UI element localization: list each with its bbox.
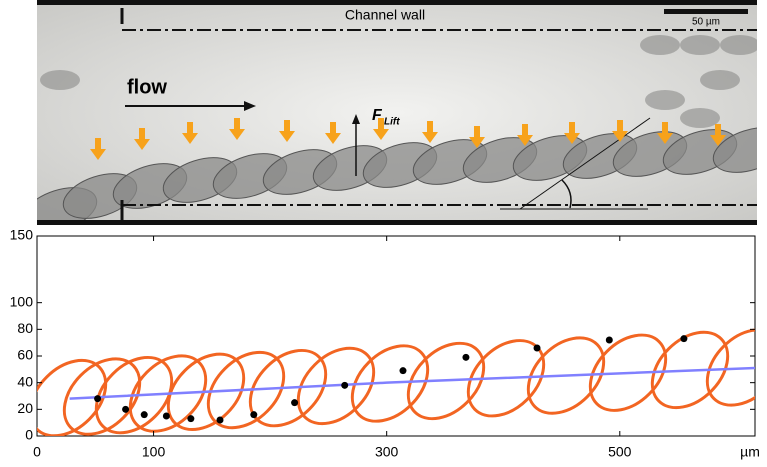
data-point [162, 412, 170, 420]
lift-arrow-head [657, 133, 673, 144]
wall-top [37, 0, 757, 5]
x-axis-label: µm [740, 444, 760, 460]
droplet-outline [588, 333, 668, 412]
lift-arrow [330, 122, 336, 134]
droplet-outline [248, 348, 328, 428]
droplet-outline [650, 330, 730, 410]
angle-arc [561, 179, 572, 209]
lift-arrow-head [564, 133, 580, 144]
scale-bar [664, 9, 748, 14]
droplet-outline [94, 355, 174, 435]
droplet [680, 108, 720, 128]
wall-bottom [37, 220, 757, 225]
y-tick-label: 60 [17, 347, 33, 363]
lift-arrow-head [373, 129, 389, 140]
flow-arrow-head [244, 101, 256, 111]
data-point [94, 395, 102, 403]
droplet-outline [62, 357, 142, 436]
micrograph: Channel wall 50 µm flow F Lift [37, 0, 757, 225]
lift-arrow-head [134, 139, 150, 150]
droplet-outline [406, 341, 486, 421]
lift-arrow [427, 121, 433, 133]
data-point [140, 411, 148, 419]
force-subscript: Lift [384, 117, 400, 128]
y-tick-label: 80 [17, 320, 33, 336]
data-point [533, 344, 541, 352]
lift-arrow [522, 124, 528, 136]
lift-arrow [474, 126, 480, 138]
data-point [291, 399, 299, 407]
data-point [605, 336, 613, 344]
lift-arrow [617, 120, 623, 132]
droplets [37, 35, 757, 225]
y-tick-label: 0 [25, 427, 33, 443]
lift-arrow [139, 128, 145, 140]
lift-arrow-head [90, 149, 106, 160]
data-point [187, 415, 195, 423]
lift-arrow [715, 124, 721, 136]
lift-arrow [569, 122, 575, 134]
wall-label: Channel wall [345, 7, 425, 23]
droplet-outline [526, 336, 606, 415]
y-tick-label: 100 [10, 293, 34, 309]
droplet [720, 35, 757, 55]
data-point [250, 411, 258, 419]
lift-arrow-head [422, 132, 438, 143]
data-point [462, 353, 470, 361]
lift-arrow [187, 122, 193, 134]
x-tick-label: 0 [33, 444, 41, 460]
lift-arrow-head [325, 133, 341, 144]
droplet [40, 70, 80, 90]
lift-arrow [662, 122, 668, 134]
scale-label: 50 µm [692, 17, 720, 28]
droplet-outline [128, 354, 208, 433]
data-point [680, 335, 688, 343]
droplet [640, 35, 680, 55]
data-point [122, 405, 130, 413]
x-tick-label: 100 [142, 444, 166, 460]
lift-arrow-head [517, 135, 533, 146]
lift-arrow-head [710, 135, 726, 146]
lift-arrow-head [182, 133, 198, 144]
droplet [645, 90, 685, 110]
droplet [712, 127, 757, 173]
force-symbol: F [372, 107, 383, 124]
lift-arrow-head [279, 131, 295, 142]
angle-line [519, 117, 651, 210]
y-tick-label: 20 [17, 400, 33, 416]
x-tick-label: 500 [608, 444, 632, 460]
data-point [399, 367, 407, 375]
plot-frame [36, 235, 756, 437]
droplet [700, 70, 740, 90]
lift-arrow-head [612, 131, 628, 142]
lift-arrow [284, 120, 290, 132]
y-tick-label: 150 [10, 227, 34, 243]
lift-arrow [95, 138, 101, 150]
droplet-outline [296, 346, 376, 426]
lift-arrow [378, 118, 384, 130]
lift-arrow-head [229, 129, 245, 140]
droplet-outline [37, 358, 108, 436]
lift-arrow-head [469, 137, 485, 148]
droplet-outline [705, 328, 755, 407]
y-tick-label: 40 [17, 373, 33, 389]
data-point [341, 381, 349, 389]
data-point [216, 416, 224, 424]
lift-arrow [234, 118, 240, 130]
flow-label: flow [127, 76, 167, 98]
droplet [680, 35, 720, 55]
droplet-outlines [37, 328, 755, 436]
x-tick-label: 300 [375, 444, 399, 460]
trend-line [69, 366, 755, 400]
force-arrow-head [352, 114, 360, 124]
